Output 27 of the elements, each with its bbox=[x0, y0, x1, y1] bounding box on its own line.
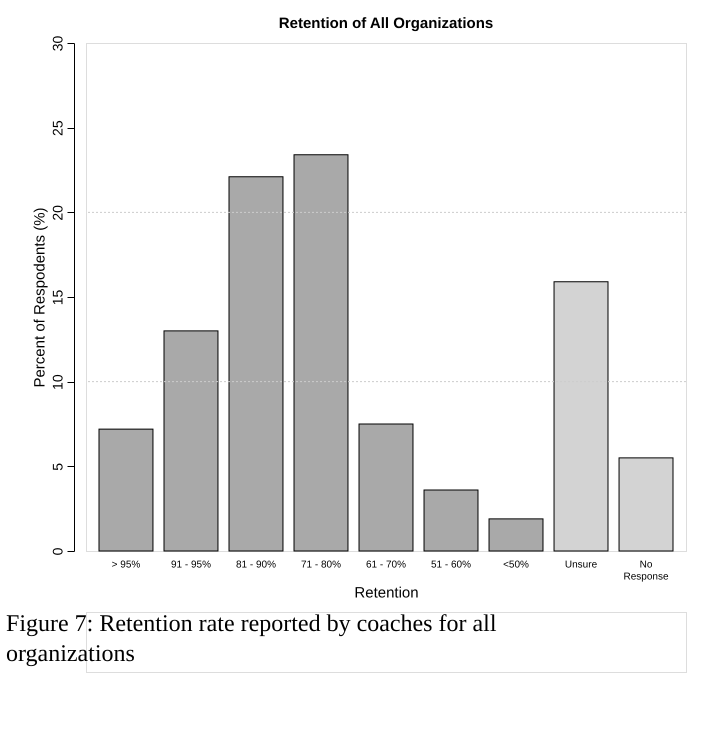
x-tick-label: 61 - 70% bbox=[366, 560, 406, 570]
bar bbox=[164, 330, 218, 552]
x-tick-label: 51 - 60% bbox=[430, 560, 472, 570]
chart-title: Retention of All Organizations bbox=[278, 15, 494, 32]
bar bbox=[294, 154, 348, 552]
y-tick-label: 10 bbox=[50, 374, 66, 390]
bar bbox=[228, 176, 284, 552]
x-tick-label: 81 - 90% bbox=[236, 560, 276, 570]
y-tick-label: 30 bbox=[50, 36, 66, 52]
x-tick-label: > 95% bbox=[112, 560, 140, 570]
x-tick-label: 91 - 95% bbox=[170, 560, 212, 570]
x-tick-label: No Response bbox=[624, 560, 669, 582]
y-axis-title: Percent of Respodents (%) bbox=[32, 207, 48, 388]
x-axis-title: Retention bbox=[354, 584, 419, 602]
bar bbox=[358, 424, 414, 552]
x-tick-label: <50% bbox=[503, 560, 530, 570]
bar bbox=[488, 518, 544, 552]
x-tick-label: Unsure bbox=[564, 560, 598, 570]
y-tick-label: 15 bbox=[50, 290, 66, 306]
bar bbox=[98, 428, 154, 552]
caption: Figure 7: Retention rate reported by coaches for all organizations bbox=[6, 611, 497, 667]
y-tick-label: 20 bbox=[50, 204, 66, 221]
y-tick-label: 25 bbox=[50, 120, 66, 136]
x-tick-label: 71 - 80% bbox=[300, 560, 342, 570]
bar bbox=[424, 490, 478, 552]
y-tick-label: 0 bbox=[50, 547, 66, 556]
y-tick-label: 5 bbox=[50, 462, 66, 471]
